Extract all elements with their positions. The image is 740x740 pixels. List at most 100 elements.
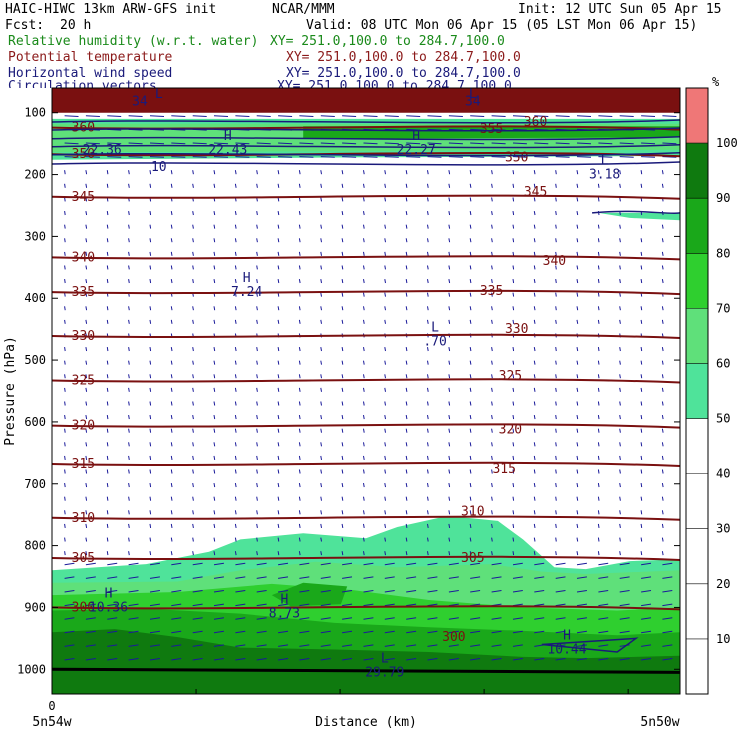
wind-vector [384,590,395,593]
wind-vector [384,644,395,647]
wind-vector [405,265,408,270]
wind-vector [533,360,536,365]
wind-vector [234,238,237,243]
colorbar-tick-label: 80 [716,246,730,260]
wind-vector [384,265,386,270]
wind-vector [85,576,96,579]
wind-vector [298,442,301,447]
wind-vector [555,428,557,433]
wind-vector [342,115,357,117]
wind-vector [128,603,139,607]
wind-vector [512,483,515,488]
wind-vector [234,442,237,447]
wind-vector [533,428,536,433]
wind-vector [619,292,621,297]
wind-vector [299,156,314,158]
wind-vector [470,576,481,579]
wind-vector [597,347,600,352]
wind-vector [406,644,417,647]
wind-vector [192,496,194,501]
extremum-value: 34 [465,95,481,110]
wind-vector [341,442,344,447]
wind-vector [170,347,173,352]
wind-vector [320,630,331,634]
wind-vector [533,455,536,460]
wind-vector [170,279,173,284]
wind-vector [619,224,621,229]
wind-vector [278,658,289,661]
wind-vector [533,551,536,556]
wind-vector [170,251,173,256]
wind-vector [448,251,451,256]
wind-vector [641,156,656,158]
wind-vector [491,211,493,216]
wind-vector [512,265,515,270]
wind-vector [598,590,609,593]
wind-vector [298,211,301,216]
wind-vector [448,374,451,379]
wind-vector [363,603,374,607]
wind-vector [619,279,621,284]
wind-vector [106,319,109,324]
wind-vector [213,211,216,216]
wind-vector [576,469,579,474]
plot-area: 300 305 310 315 320 325 330 335 340 345 350 360 340 3… [52,88,680,694]
wind-vector [213,496,216,501]
wind-vector [128,644,139,647]
wind-vector [171,562,182,566]
wind-vector [171,644,182,647]
wind-vector [128,306,130,311]
wind-vector [448,387,451,392]
field-theta-xy: XY= 251.0,100.0 to 284.7,100.0 [286,50,521,65]
theta-label: 305 [72,551,95,566]
wind-vector [555,170,557,175]
theta-side-label: 320 [499,422,522,437]
wind-vector [576,170,579,175]
wind-vector [256,537,258,542]
wind-vector [342,630,353,634]
wind-vector [406,562,417,566]
wind-vector [661,347,664,352]
theta-label: 340 [72,250,95,265]
wind-vector [641,142,656,145]
wind-vector [170,224,173,229]
wind-vector [448,306,451,311]
wind-vector [106,442,109,447]
wind-vector [363,156,378,158]
wind-vector [512,183,515,188]
wind-vector [555,387,557,392]
wind-vector [170,469,173,474]
theta-contour [52,289,680,296]
wind-vector [192,319,194,324]
theta-contour [52,605,680,611]
y-tick-label: 800 [24,539,46,553]
wind-vector [427,211,429,216]
wind-vector [298,224,301,229]
wind-vector [128,442,130,447]
wind-vector [491,428,493,433]
wind-vector [427,401,429,406]
wind-vector [641,576,652,579]
wind-vector [85,401,88,406]
wind-vector [661,442,664,447]
wind-vector [341,292,344,297]
wind-vector [298,455,301,460]
wind-vector [320,658,331,661]
wind-vector [320,644,331,647]
wind-vector [192,224,194,229]
wind-vector [555,590,566,593]
colorbar-tick-label: 100 [716,136,738,150]
wind-vector [320,360,322,365]
wind-vector [491,156,506,158]
wind-vector [512,279,515,284]
wind-vector [384,197,386,202]
wind-vector [149,360,152,365]
wind-vector [64,523,66,528]
extremum-value: 8.73 [269,607,300,622]
extremum-symbol: H [563,629,571,644]
wind-vector [662,630,673,634]
wind-vector [64,156,79,158]
wind-vector [256,183,258,188]
wind-vector [597,469,600,474]
theta-label: 315 [72,457,95,472]
